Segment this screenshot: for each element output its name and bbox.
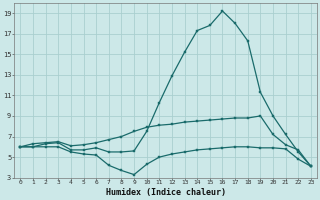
X-axis label: Humidex (Indice chaleur): Humidex (Indice chaleur) [106, 188, 226, 197]
